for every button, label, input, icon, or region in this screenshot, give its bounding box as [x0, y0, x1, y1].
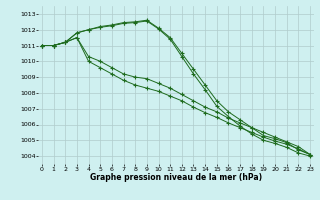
- X-axis label: Graphe pression niveau de la mer (hPa): Graphe pression niveau de la mer (hPa): [90, 173, 262, 182]
